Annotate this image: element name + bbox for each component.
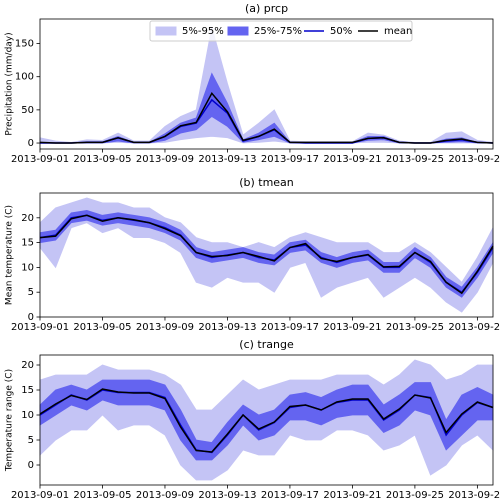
x-tick-label: 2013-09-05 [73,490,131,500]
x-tick-label: 2013-09-29 [448,154,500,165]
panel-title: (c) trange [239,338,294,351]
x-tick-label: 2013-09-29 [448,322,500,333]
plot-frame [39,354,494,486]
x-tick-label: 2013-09-01 [11,154,69,165]
x-tick-label: 2013-09-21 [323,322,381,333]
x-tick-label: 2013-09-21 [323,490,381,500]
y-tick-label: 150 [15,39,34,50]
y-tick-label: 15 [21,238,34,249]
y-tick-label: 10 [21,262,34,273]
x-tick-label: 2013-09-25 [386,490,444,500]
y-tick-label: 0 [28,312,34,323]
legend-swatch [227,26,249,36]
y-tick-label: 10 [21,410,34,421]
line [39,91,494,144]
x-tick-label: 2013-09-29 [448,490,500,500]
x-tick-label: 2013-09-17 [261,322,319,333]
legend-frame [149,20,413,42]
y-tick-label: 5 [28,287,34,298]
x-tick-label: 2013-09-17 [261,490,319,500]
x-tick-label: 2013-09-09 [136,154,194,165]
x-tick-label: 2013-09-01 [11,322,69,333]
x-tick-label: 2013-09-01 [11,490,69,500]
y-axis-label: Precipitation (mm/day) [5,32,15,135]
legend: 5%-95% 25%-75% 50% mean [149,20,413,42]
legend-label: 25%-75% [254,26,302,37]
legend-swatch [155,26,177,36]
x-tick-label: 2013-09-05 [73,322,131,333]
line [39,214,494,295]
y-tick-label: 15 [21,385,34,396]
y-tick-label: 0 [28,138,34,149]
line [39,388,494,453]
legend-label: 5%-95% [182,26,224,37]
panel-title: (a) prcp [245,2,288,15]
x-tick-label: 2013-09-25 [386,322,444,333]
y-tick-label: 5 [28,435,34,446]
x-tick-label: 2013-09-13 [198,154,256,165]
x-tick-label: 2013-09-05 [73,154,131,165]
x-tick-label: 2013-09-09 [136,490,194,500]
y-tick-label: 20 [21,213,34,224]
x-tick-label: 2013-09-17 [261,154,319,165]
x-tick-label: 2013-09-13 [198,322,256,333]
x-tick-label: 2013-09-13 [198,490,256,500]
y-axis-label: Mean temperature (C) [5,205,15,305]
band [39,26,494,144]
y-tick-label: 0 [28,460,34,471]
y-tick-label: 50 [21,105,34,116]
y-axis-label: Temperature range (C) [5,369,15,472]
legend-label: mean [384,26,412,37]
x-tick-label: 2013-09-21 [323,154,381,165]
y-tick-label: 20 [21,360,34,371]
x-tick-label: 2013-09-09 [136,322,194,333]
plot-frame [39,18,494,150]
x-tick-label: 2013-09-25 [386,154,444,165]
legend-label: 50% [330,26,352,37]
panel-title: (b) tmean [239,176,294,189]
y-tick-label: 100 [15,72,34,83]
plot-frame [39,192,494,318]
